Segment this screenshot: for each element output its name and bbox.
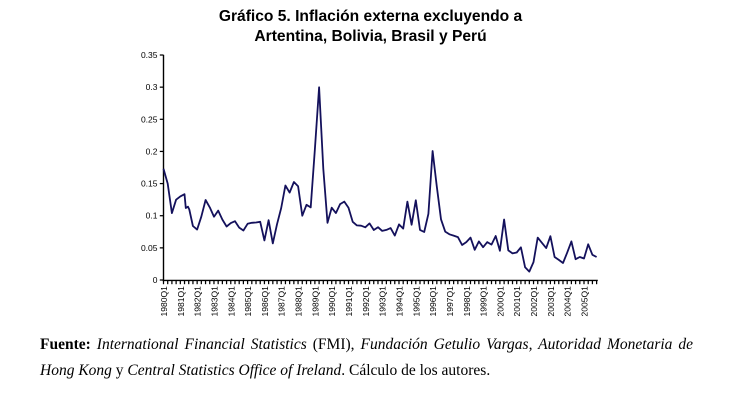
svg-text:0.35: 0.35 bbox=[141, 50, 158, 60]
svg-text:1985Q1: 1985Q1 bbox=[243, 286, 253, 317]
svg-text:2001Q1: 2001Q1 bbox=[512, 286, 522, 317]
svg-text:1984Q1: 1984Q1 bbox=[226, 286, 236, 317]
svg-text:1981Q1: 1981Q1 bbox=[176, 286, 186, 317]
svg-text:1999Q1: 1999Q1 bbox=[479, 286, 489, 317]
svg-text:2000Q1: 2000Q1 bbox=[495, 286, 505, 317]
svg-text:2004Q1: 2004Q1 bbox=[563, 286, 573, 317]
svg-text:1994Q1: 1994Q1 bbox=[394, 286, 404, 317]
svg-text:1989Q1: 1989Q1 bbox=[310, 286, 320, 317]
svg-text:0.2: 0.2 bbox=[146, 146, 158, 156]
svg-text:0.1: 0.1 bbox=[146, 211, 158, 221]
svg-text:0: 0 bbox=[153, 275, 158, 285]
svg-text:1997Q1: 1997Q1 bbox=[445, 286, 455, 317]
svg-text:0.3: 0.3 bbox=[146, 82, 158, 92]
svg-text:2003Q1: 2003Q1 bbox=[546, 286, 556, 317]
svg-text:0.05: 0.05 bbox=[141, 243, 158, 253]
svg-text:1980Q1: 1980Q1 bbox=[159, 286, 169, 317]
svg-text:1995Q1: 1995Q1 bbox=[411, 286, 421, 317]
svg-text:1987Q1: 1987Q1 bbox=[277, 286, 287, 317]
svg-text:0.25: 0.25 bbox=[141, 114, 158, 124]
svg-text:1982Q1: 1982Q1 bbox=[193, 286, 203, 317]
svg-text:1988Q1: 1988Q1 bbox=[294, 286, 304, 317]
svg-text:1983Q1: 1983Q1 bbox=[209, 286, 219, 317]
svg-text:2005Q1: 2005Q1 bbox=[580, 286, 590, 317]
svg-text:1993Q1: 1993Q1 bbox=[378, 286, 388, 317]
svg-text:1986Q1: 1986Q1 bbox=[260, 286, 270, 317]
svg-text:0.15: 0.15 bbox=[141, 179, 158, 189]
svg-text:2002Q1: 2002Q1 bbox=[529, 286, 539, 317]
svg-text:1991Q1: 1991Q1 bbox=[344, 286, 354, 317]
svg-text:1998Q1: 1998Q1 bbox=[462, 286, 472, 317]
svg-text:1996Q1: 1996Q1 bbox=[428, 286, 438, 317]
svg-text:1990Q1: 1990Q1 bbox=[327, 286, 337, 317]
svg-text:1992Q1: 1992Q1 bbox=[361, 286, 371, 317]
